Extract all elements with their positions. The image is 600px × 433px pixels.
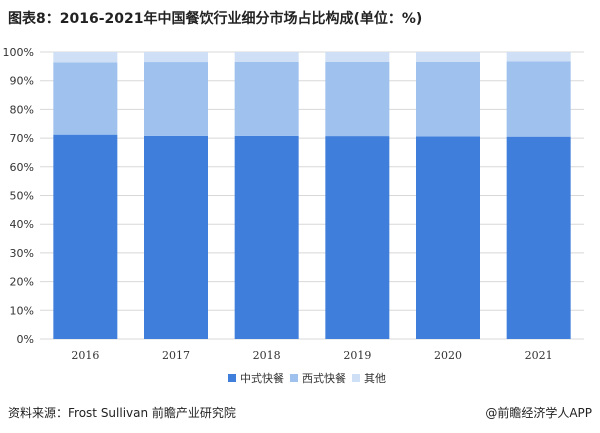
- bar-segment-western-fast-food: [325, 61, 390, 137]
- x-tick-label: 2018: [253, 349, 281, 362]
- y-tick-label: 100%: [3, 46, 34, 59]
- y-tick-label: 20%: [10, 276, 34, 289]
- legend-label: 其他: [364, 372, 386, 385]
- chart-title: 图表8：2016-2021年中国餐饮行业细分市场占比构成(单位：%): [8, 11, 423, 27]
- x-tick-label: 2016: [71, 349, 99, 362]
- y-tick-label: 90%: [10, 75, 34, 88]
- legend-swatch: [352, 374, 360, 382]
- bar-segment-western-fast-food: [144, 62, 208, 136]
- bar-segment-other: [53, 52, 118, 63]
- y-tick-label: 60%: [10, 161, 34, 174]
- x-tick-label: 2017: [162, 349, 190, 362]
- source-note: 资料来源：Frost Sullivan 前瞻产业研究院: [8, 406, 236, 420]
- bar-segment-chinese-fast-food: [506, 136, 571, 339]
- y-tick-label: 0%: [17, 333, 34, 346]
- bar-segment-other: [506, 52, 571, 62]
- bar-segment-western-fast-food: [506, 61, 571, 137]
- brand-credit: @前瞻经济学人APP: [485, 406, 592, 420]
- y-tick-label: 10%: [10, 304, 34, 317]
- y-tick-label: 70%: [10, 132, 34, 145]
- bar-segment-western-fast-food: [53, 62, 118, 135]
- legend-swatch: [228, 374, 236, 382]
- bar-segment-chinese-fast-food: [325, 136, 390, 339]
- bar-segment-western-fast-food: [416, 61, 480, 137]
- footer: 资料来源：Frost Sullivan 前瞻产业研究院 @前瞻经济学人APP: [0, 396, 600, 429]
- y-tick-label: 50%: [10, 190, 34, 203]
- y-tick-label: 80%: [10, 103, 34, 116]
- y-tick-label: 40%: [10, 218, 34, 231]
- bar-segment-chinese-fast-food: [234, 135, 299, 339]
- legend-swatch: [290, 374, 298, 382]
- y-tick-label: 30%: [10, 247, 34, 260]
- bar-segment-western-fast-food: [234, 61, 299, 136]
- bar-segment-chinese-fast-food: [416, 136, 480, 339]
- x-tick-label: 2020: [434, 349, 462, 362]
- bar-segment-chinese-fast-food: [53, 134, 118, 339]
- x-tick-label: 2019: [343, 349, 371, 362]
- bar-segment-chinese-fast-food: [144, 135, 208, 339]
- legend-label: 西式快餐: [302, 371, 346, 385]
- bar-segment-other: [234, 52, 299, 62]
- bar-segment-other: [144, 52, 208, 63]
- bar-segment-other: [416, 52, 480, 62]
- x-tick-label: 2021: [525, 349, 553, 362]
- bar-segment-other: [325, 52, 390, 62]
- legend-label: 中式快餐: [240, 371, 284, 385]
